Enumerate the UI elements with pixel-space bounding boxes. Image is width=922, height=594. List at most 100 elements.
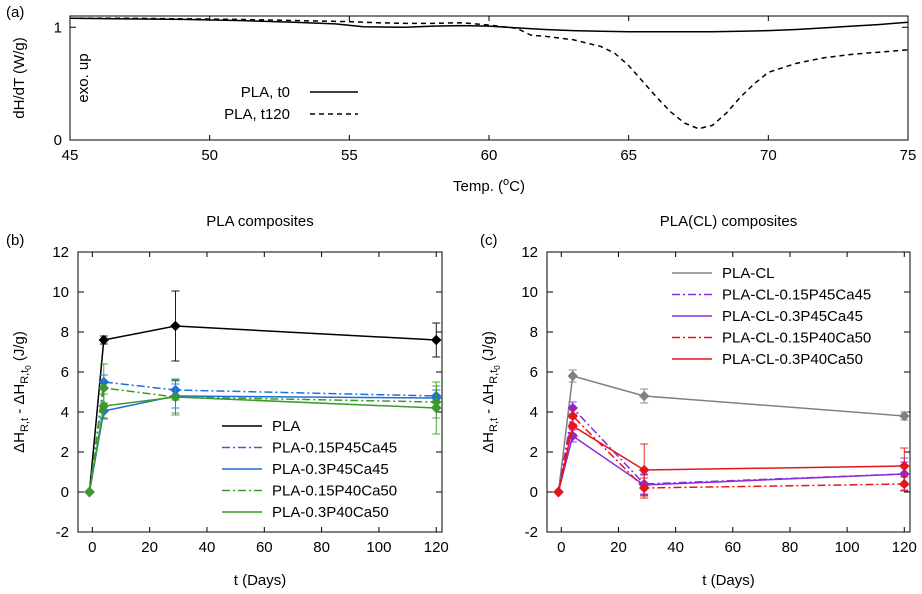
- y-tick-label: 8: [61, 324, 69, 341]
- legend-label: PLA-CL: [722, 265, 775, 282]
- x-tick-label: 120: [424, 539, 449, 556]
- legend-label: PLA, t120: [224, 106, 290, 123]
- series-3: [553, 429, 910, 498]
- y-tick-label: 10: [521, 284, 538, 301]
- x-tick-label: 45: [62, 147, 79, 164]
- y-tick-label: 0: [530, 484, 538, 501]
- data-point: [98, 334, 110, 346]
- x-tick-label: 20: [610, 539, 627, 556]
- panel-title: PLA(CL) composites: [660, 213, 798, 230]
- y-tick-label: 6: [61, 364, 69, 381]
- x-tick-label: 20: [141, 539, 158, 556]
- plot-frame: [69, 15, 909, 141]
- series-line: [88, 396, 437, 493]
- series-line: [557, 424, 905, 493]
- y-label-subsub: 0: [24, 365, 33, 370]
- y-tick-label: 4: [530, 404, 538, 421]
- y-label-sub: R,t: [19, 418, 31, 432]
- data-point: [899, 460, 910, 472]
- y-label-part: - ΔH: [480, 384, 497, 418]
- legend-label: PLA-0.15P40Ca50: [272, 483, 397, 500]
- plot-frame: [546, 251, 911, 533]
- y-label-part: ΔH: [480, 432, 497, 453]
- panel-label: (a): [6, 4, 24, 21]
- data-point: [170, 391, 181, 403]
- panel-title: PLA composites: [206, 213, 314, 230]
- series-line: [88, 325, 437, 493]
- data-point: [98, 400, 110, 412]
- y-label-part: (J/g): [11, 331, 28, 365]
- legend-label: PLA-CL-0.15P45Ca45: [722, 287, 871, 304]
- x-tick-label: 80: [782, 539, 799, 556]
- series-line: [70, 17, 909, 130]
- y-label-sub: R,t: [19, 370, 31, 384]
- x-axis-label: t (Days): [234, 572, 287, 589]
- data-point: [567, 370, 578, 382]
- y-label-sub: R,t: [488, 370, 500, 384]
- y-tick-label: 0: [54, 132, 62, 149]
- panel-label: (b): [6, 232, 24, 249]
- series-1: [84, 290, 442, 498]
- series-line: [557, 414, 905, 493]
- y-tick-label: -2: [525, 524, 538, 541]
- x-tick-label: 75: [900, 147, 917, 164]
- panel-label: (c): [480, 232, 498, 249]
- y-tick-label: 1: [54, 19, 62, 36]
- legend-label: PLA, t0: [241, 84, 290, 101]
- legend-label: PLA-0.15P45Ca45: [272, 440, 397, 457]
- series-4: [553, 407, 910, 499]
- y-label-sub: R,t: [488, 418, 500, 432]
- x-tick-label: 60: [256, 539, 273, 556]
- data-point: [899, 410, 910, 422]
- x-tick-label: 60: [724, 539, 741, 556]
- y-axis-label: ΔHR,t - ΔHR,t0 (J/g): [11, 331, 33, 453]
- x-tick-label: 120: [892, 539, 917, 556]
- series-5: [553, 417, 910, 498]
- legend-label: PLA-CL-0.3P40Ca50: [722, 351, 863, 368]
- x-tick-label: 50: [201, 147, 218, 164]
- panel-a: (a) 45 50 55 60 65 70 75 0 1 Temp. (oC) dH/dT (W/g)…: [6, 4, 916, 195]
- x-tick-label: 70: [760, 147, 777, 164]
- y-tick-label: 2: [61, 444, 69, 461]
- legend-label: PLA-CL-0.15P40Ca50: [722, 330, 871, 347]
- series-line: [557, 434, 905, 493]
- data-point: [638, 464, 650, 476]
- y-tick-label: 4: [61, 404, 69, 421]
- x-tick-label: 40: [667, 539, 684, 556]
- data-point: [553, 486, 564, 498]
- x-tick-label: 65: [620, 147, 637, 164]
- x-tick-label: 40: [199, 539, 216, 556]
- legend-label: PLA-0.3P45Ca45: [272, 461, 389, 478]
- x-axis-label-text: Temp. (: [453, 178, 503, 195]
- y-tick-label: 10: [52, 284, 69, 301]
- y-label-part: (J/g): [480, 331, 497, 365]
- y-tick-label: 12: [521, 244, 538, 261]
- exo-annotation: exo. up: [75, 53, 92, 102]
- series-2: [553, 401, 910, 498]
- series-line: [88, 387, 437, 493]
- legend-label: PLA-CL-0.3P45Ca45: [722, 308, 863, 325]
- y-tick-label: 12: [52, 244, 69, 261]
- series-line: [69, 17, 909, 33]
- y-label-subsub: 0: [493, 365, 502, 370]
- y-tick-label: 0: [61, 484, 69, 501]
- x-tick-label: 0: [557, 539, 565, 556]
- y-axis-label: dH/dT (W/g): [11, 37, 28, 118]
- y-tick-label: 2: [530, 444, 538, 461]
- x-axis-label-unit: C): [509, 178, 525, 195]
- series-5: [84, 378, 442, 498]
- x-axis-label-sup: o: [503, 176, 509, 188]
- data-point: [170, 320, 181, 332]
- legend-label: PLA: [272, 418, 300, 435]
- x-tick-label: 55: [341, 147, 358, 164]
- y-label-part: - ΔH: [11, 384, 28, 418]
- y-label-part: ΔH: [11, 432, 28, 453]
- x-tick-label: 0: [88, 539, 96, 556]
- legend-label: PLA-0.3P40Ca50: [272, 504, 389, 521]
- x-tick-label: 60: [481, 147, 498, 164]
- data-point: [638, 390, 650, 402]
- series-1: [553, 369, 910, 498]
- data-point: [567, 420, 578, 432]
